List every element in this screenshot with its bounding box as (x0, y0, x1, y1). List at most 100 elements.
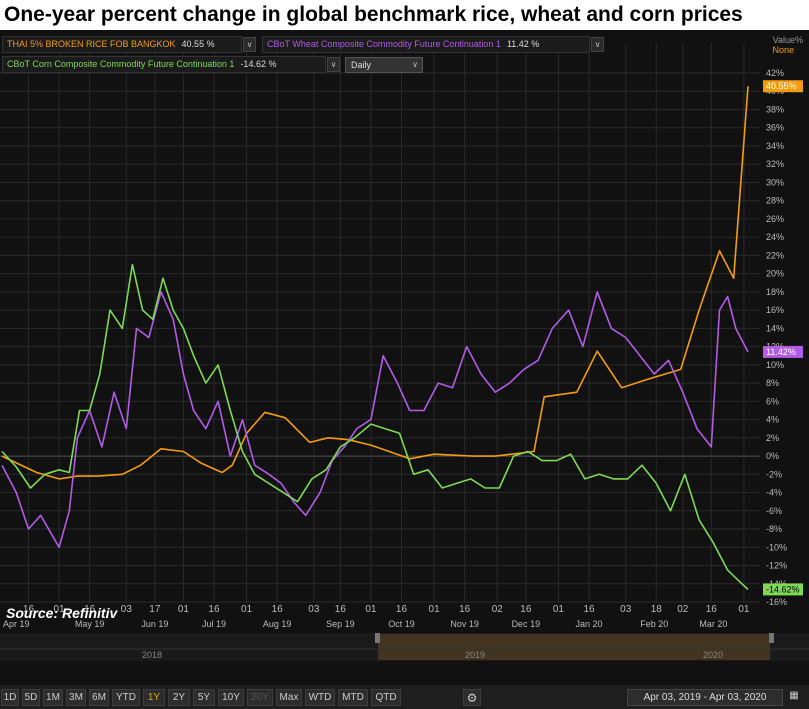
x-month-tick-label: Aug 19 (263, 619, 292, 629)
date-range-field[interactable]: Apr 03, 2019 - Apr 03, 2020 (627, 689, 783, 706)
x-month-tick-label: Sep 19 (326, 619, 355, 629)
series-line[interactable] (1, 263, 749, 590)
range-button-3m[interactable]: 3M (66, 689, 86, 706)
y-tick-label: 34% (766, 141, 784, 151)
range-button-1m[interactable]: 1M (43, 689, 63, 706)
range-button-mtd[interactable]: MTD (338, 689, 368, 706)
calendar-icon[interactable]: ▦ (789, 690, 799, 701)
y-tick-label: 24% (766, 232, 784, 242)
chart-panel: 42%40%38%36%34%32%30%28%26%24%22%20%18%1… (0, 30, 809, 709)
y-tick-label: 26% (766, 214, 784, 224)
x-day-tick-label: 03 (121, 604, 133, 615)
x-day-tick-label: 01 (178, 604, 190, 615)
range-button-6m[interactable]: 6M (89, 689, 109, 706)
range-button-5d[interactable]: 5D (22, 689, 40, 706)
y-tick-label: -4% (766, 488, 782, 498)
y-tick-label: 10% (766, 360, 784, 370)
timeline-year-label: 2020 (703, 650, 723, 660)
timeline-right-handle[interactable] (769, 633, 774, 643)
timeline-year-label: 2019 (465, 650, 485, 660)
legend-rice[interactable]: THAI 5% BROKEN RICE FOB BANGKOK 40.55 % (2, 36, 242, 53)
x-month-tick-label: Oct 19 (388, 619, 415, 629)
y-tick-label: 14% (766, 323, 784, 333)
y-tick-label: 28% (766, 196, 784, 206)
x-month-tick-label: May 19 (75, 619, 105, 629)
y-tick-label: 2% (766, 433, 779, 443)
legend-corn[interactable]: CBoT Corn Composite Commodity Future Con… (2, 56, 326, 73)
range-button-ytd[interactable]: YTD (112, 689, 140, 706)
y-tick-label: 42% (766, 68, 784, 78)
interval-select[interactable]: Daily ∨ (345, 57, 423, 73)
x-month-tick-label: Jul 19 (202, 619, 226, 629)
y-tick-label: -16% (766, 597, 787, 607)
legend-wheat-value: 11.42 % (506, 39, 540, 49)
y-tick-label: -8% (766, 524, 782, 534)
x-day-tick-label: 01 (54, 604, 66, 615)
x-month-tick-label: Mar 20 (699, 619, 727, 629)
y-tick-label: 8% (766, 378, 779, 388)
x-month-tick-label: Nov 19 (450, 619, 479, 629)
x-day-tick-label: 01 (738, 604, 750, 615)
x-day-tick-label: 16 (459, 604, 471, 615)
x-day-tick-label: 16 (706, 604, 718, 615)
legend-wheat-dropdown-icon[interactable]: ∨ (591, 37, 604, 52)
x-day-tick-label: 01 (553, 604, 565, 615)
y-tick-label: 18% (766, 287, 784, 297)
range-button-qtd[interactable]: QTD (371, 689, 401, 706)
y-tick-label: -12% (766, 561, 787, 571)
range-button-5y[interactable]: 5Y (193, 689, 215, 706)
x-day-tick-label: 03 (620, 604, 632, 615)
x-month-tick-label: Apr 19 (3, 619, 30, 629)
series-last-value-tag (763, 583, 803, 596)
range-button-10y[interactable]: 10Y (218, 689, 244, 706)
x-day-tick-label: 16 (396, 604, 408, 615)
interval-select-value: Daily (351, 60, 372, 70)
legend-rice-dropdown-icon[interactable]: ∨ (243, 37, 256, 52)
x-day-tick-label: 03 (308, 604, 320, 615)
timeline-left-handle[interactable] (375, 633, 380, 643)
y-tick-label: -2% (766, 469, 782, 479)
range-button-1y[interactable]: 1Y (143, 689, 165, 706)
price-chart[interactable]: 42%40%38%36%34%32%30%28%26%24%22%20%18%1… (0, 30, 809, 709)
series-last-value-label: 40.55% (766, 81, 797, 91)
x-day-tick-label: 01 (241, 604, 253, 615)
series-last-value-label: -14.62% (766, 584, 800, 594)
range-button-max[interactable]: Max (276, 689, 302, 706)
x-day-tick-label: 16 (520, 604, 532, 615)
y-tick-label: 6% (766, 396, 779, 406)
value-axis-mode[interactable]: None (772, 45, 794, 55)
y-tick-label: 4% (766, 415, 779, 425)
legend-wheat-label: CBoT Wheat Composite Commodity Future Co… (267, 39, 501, 49)
x-day-tick-label: 16 (272, 604, 284, 615)
x-day-tick-label: 01 (429, 604, 441, 615)
value-axis-label: Value% (772, 35, 803, 45)
range-button-2y[interactable]: 2Y (168, 689, 190, 706)
legend-corn-dropdown-icon[interactable]: ∨ (327, 57, 340, 72)
legend-corn-value: -14.62 % (240, 59, 277, 69)
range-button-wtd[interactable]: WTD (305, 689, 335, 706)
interval-chevron-down-icon: ∨ (412, 60, 418, 69)
timeline-selection[interactable] (378, 634, 770, 660)
x-day-tick-label: 18 (651, 604, 663, 615)
y-tick-label: 20% (766, 269, 784, 279)
range-button-20y[interactable]: 20Y (247, 689, 273, 706)
range-button-1d[interactable]: 1D (1, 689, 19, 706)
y-tick-label: -10% (766, 542, 787, 552)
gear-icon[interactable]: ⚙ (463, 689, 481, 706)
timeline-year-label: 2018 (142, 650, 162, 660)
x-month-tick-label: Jan 20 (576, 619, 603, 629)
x-day-tick-label: 02 (492, 604, 504, 615)
x-day-tick-label: 01 (365, 604, 377, 615)
y-tick-label: -6% (766, 506, 782, 516)
x-day-tick-label: 16 (335, 604, 347, 615)
x-day-tick-label: 16 (208, 604, 220, 615)
series-last-value-tag (763, 80, 803, 93)
legend-wheat[interactable]: CBoT Wheat Composite Commodity Future Co… (262, 36, 590, 53)
series-last-value-tag (763, 345, 803, 358)
y-tick-label: 36% (766, 123, 784, 133)
series-line[interactable] (1, 291, 749, 549)
legend-corn-label: CBoT Corn Composite Commodity Future Con… (7, 59, 235, 69)
y-tick-label: 16% (766, 305, 784, 315)
legend-rice-value: 40.55 % (181, 39, 215, 49)
x-day-tick-label: 16 (23, 604, 35, 615)
